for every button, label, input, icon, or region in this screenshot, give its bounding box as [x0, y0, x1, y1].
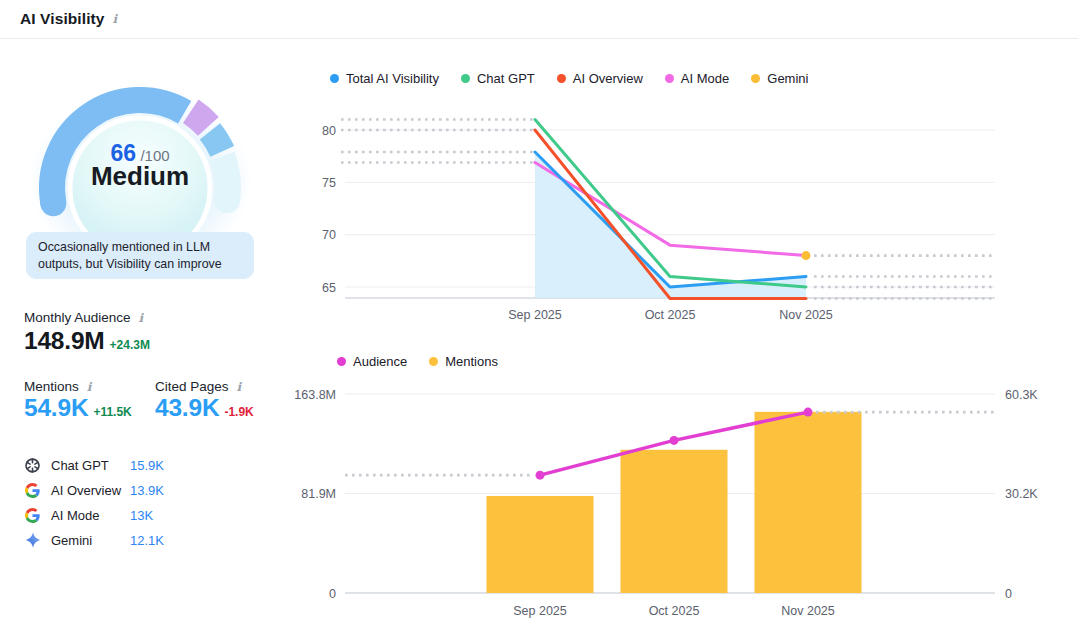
svg-text:0: 0 [329, 587, 336, 601]
top-chart-legend: Total AI Visibility Chat GPT AI Overview AI… [330, 71, 808, 86]
list-item-label: AI Overview [51, 483, 130, 498]
mentions-value: 54.9K [24, 394, 88, 421]
svg-text:Oct 2025: Oct 2025 [649, 604, 700, 618]
legend-item[interactable]: Audience [337, 354, 407, 369]
svg-text:0: 0 [1005, 587, 1012, 601]
svg-text:Sep 2025: Sep 2025 [508, 308, 562, 322]
google-icon [24, 482, 41, 499]
cited-pages-delta: -1.9K [224, 405, 253, 419]
legend-label: Mentions [445, 354, 498, 369]
svg-text:Sep 2025: Sep 2025 [513, 604, 567, 618]
page-title: AI Visibility [20, 10, 105, 28]
legend-label: Total AI Visibility [346, 71, 439, 86]
cited-pages-value: 43.9K [155, 394, 219, 421]
legend-label: Gemini [767, 71, 808, 86]
legend-dot-icon [557, 74, 566, 83]
monthly-audience-delta: +24.3M [110, 338, 150, 352]
mentions-value-row: 54.9K +11.5K [24, 394, 132, 422]
gemini-icon [24, 532, 41, 549]
legend-dot-icon [751, 74, 760, 83]
google-icon [24, 507, 41, 524]
legend-dot-icon [337, 357, 346, 366]
legend-label: Audience [353, 354, 407, 369]
legend-item[interactable]: Chat GPT [461, 71, 535, 86]
mentions-delta: +11.5K [93, 405, 131, 419]
svg-text:65: 65 [322, 281, 336, 295]
mentions-header: Mentions i [24, 377, 91, 395]
list-item-ai-overview: AI Overview 13.9K [24, 480, 264, 500]
info-icon[interactable]: i [237, 380, 242, 394]
list-item-label: AI Mode [51, 508, 130, 523]
svg-text:Nov 2025: Nov 2025 [779, 308, 833, 322]
legend-label: AI Overview [573, 71, 643, 86]
info-icon[interactable]: i [113, 12, 118, 26]
cited-pages-value-row: 43.9K -1.9K [155, 394, 254, 422]
list-item-ai-mode: AI Mode 13K [24, 505, 264, 525]
svg-text:30.2K: 30.2K [1005, 487, 1038, 501]
svg-text:80: 80 [322, 124, 336, 138]
list-item-label: Gemini [51, 533, 130, 548]
gauge-hint: Occasionally mentioned in LLM outputs, b… [26, 232, 254, 279]
list-item-chatgpt: Chat GPT 15.9K [24, 455, 264, 475]
svg-text:70: 70 [322, 228, 336, 242]
info-icon[interactable]: i [87, 380, 92, 394]
legend-item[interactable]: AI Overview [557, 71, 643, 86]
mentions-label: Mentions [24, 379, 79, 394]
legend-dot-icon [429, 357, 438, 366]
panel-header: AI Visibility i [0, 0, 1078, 39]
legend-dot-icon [461, 74, 470, 83]
list-item-gemini: Gemini 12.1K [24, 530, 264, 550]
cited-pages-label: Cited Pages [155, 379, 229, 394]
svg-text:Nov 2025: Nov 2025 [781, 604, 835, 618]
list-item-value[interactable]: 12.1K [130, 533, 164, 548]
list-item-value[interactable]: 13.9K [130, 483, 164, 498]
legend-label: Chat GPT [477, 71, 535, 86]
legend-item[interactable]: Total AI Visibility [330, 71, 439, 86]
gauge-level: Medium [0, 161, 280, 192]
legend-item[interactable]: Gemini [751, 71, 808, 86]
legend-dot-icon [330, 74, 339, 83]
bottom-chart-legend: Audience Mentions [337, 354, 498, 369]
list-item-value[interactable]: 15.9K [130, 458, 164, 473]
monthly-audience-header: Monthly Audience i [24, 308, 143, 326]
cited-pages-header: Cited Pages i [155, 377, 241, 395]
svg-text:Oct 2025: Oct 2025 [645, 308, 696, 322]
list-item-label: Chat GPT [51, 458, 130, 473]
monthly-audience-value-row: 148.9M +24.3M [24, 327, 150, 355]
legend-dot-icon [665, 74, 674, 83]
chatgpt-icon [24, 457, 41, 474]
svg-text:60.3K: 60.3K [1005, 388, 1038, 402]
svg-text:75: 75 [322, 176, 336, 190]
monthly-audience-label: Monthly Audience [24, 310, 131, 325]
legend-label: AI Mode [681, 71, 729, 86]
legend-item[interactable]: Mentions [429, 354, 498, 369]
info-icon[interactable]: i [139, 311, 144, 325]
svg-text:163.8M: 163.8M [294, 388, 336, 402]
list-item-value[interactable]: 13K [130, 508, 153, 523]
monthly-audience-value: 148.9M [24, 327, 105, 354]
svg-text:81.9M: 81.9M [301, 487, 336, 501]
legend-item[interactable]: AI Mode [665, 71, 729, 86]
